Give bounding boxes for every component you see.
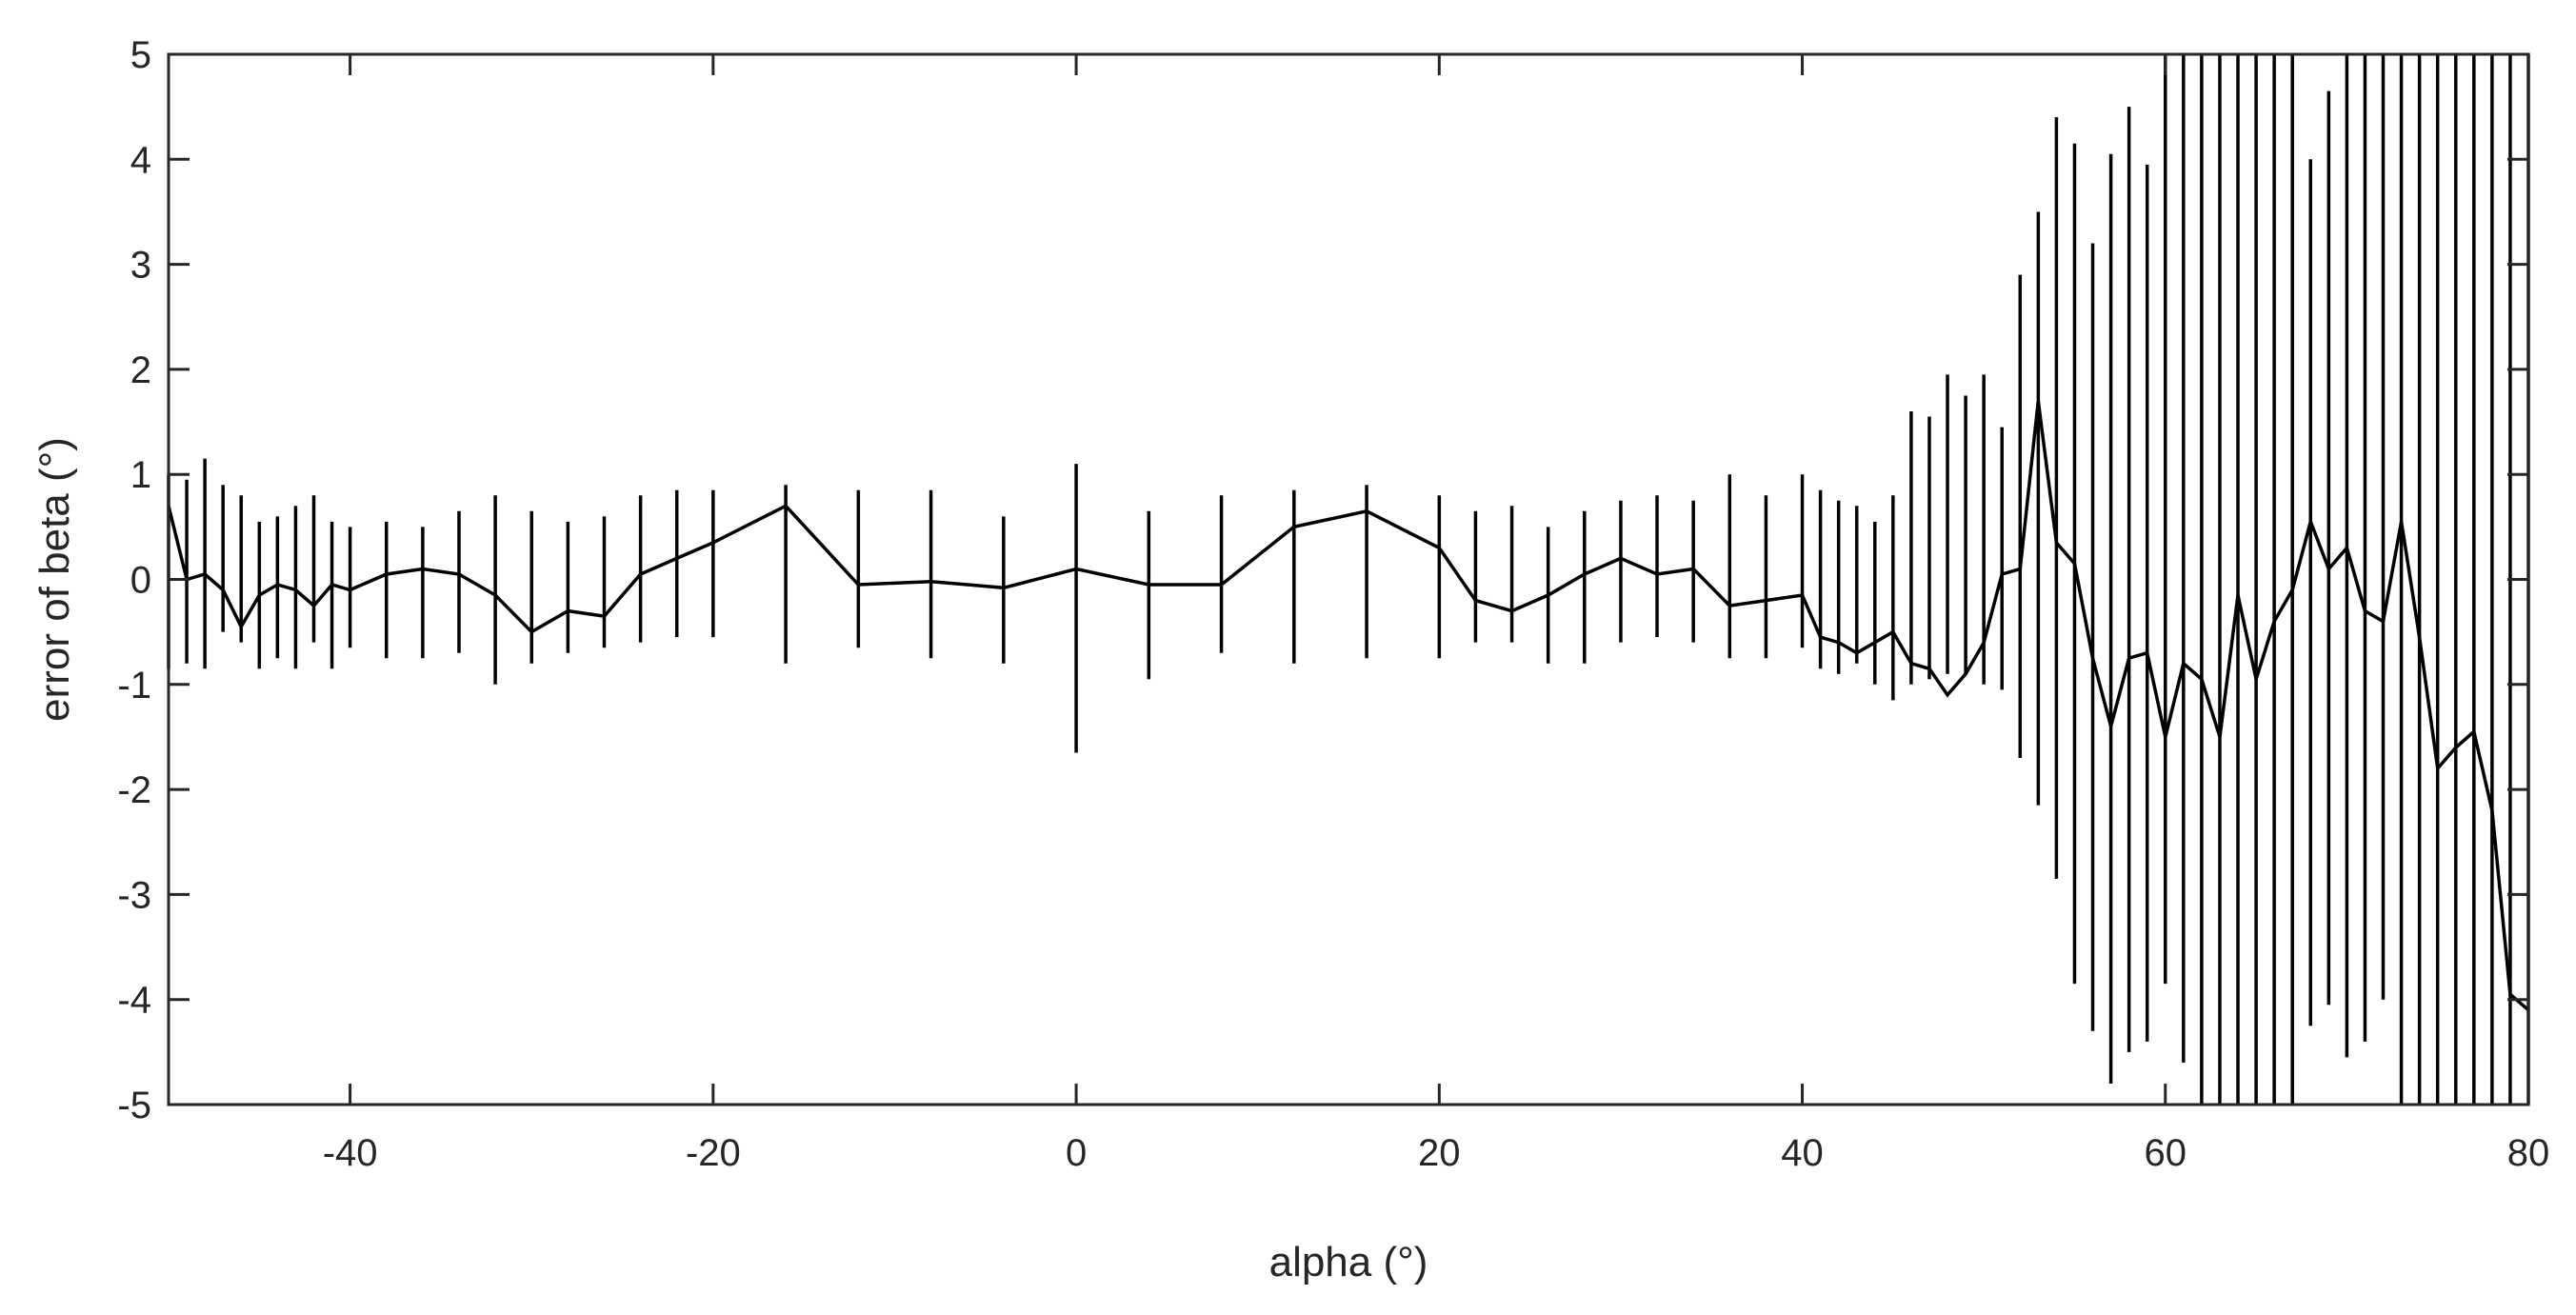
data-point (331, 584, 333, 586)
data-point (2473, 730, 2475, 732)
data-point (930, 581, 932, 583)
x-axis: -40 -20 0 20 40 60 80 (323, 54, 2550, 1174)
data-point (2055, 542, 2057, 544)
data-point (2219, 736, 2221, 738)
data-point (222, 589, 224, 591)
y-tick-label: -2 (117, 769, 151, 811)
y-tick-label: 4 (130, 139, 151, 181)
data-point (1874, 642, 1876, 644)
data-point (2309, 521, 2311, 523)
data-point (1620, 557, 1622, 559)
x-tick-label: 40 (1781, 1132, 1824, 1174)
data-point (603, 615, 605, 617)
data-point (458, 573, 460, 575)
data-point (1856, 652, 1858, 654)
y-axis-title: error of beta (°) (31, 437, 78, 722)
data-point (676, 557, 678, 559)
data-point (204, 573, 206, 575)
data-point (1765, 600, 1767, 602)
data-point (2019, 568, 2021, 569)
y-tick-label: -4 (117, 980, 151, 1022)
data-point (2128, 657, 2130, 659)
y-axis: 5 4 3 2 1 0 -1 -2 -3 -4 -5 (117, 34, 2528, 1126)
data-point (2165, 736, 2167, 738)
data-point (1820, 636, 1822, 638)
data-point (640, 573, 642, 575)
data-point (2073, 563, 2075, 565)
y-tick-label: -3 (117, 874, 151, 916)
data-point (2437, 767, 2439, 769)
data-point (1656, 573, 1658, 575)
data-point (2183, 663, 2185, 665)
data-point (1838, 642, 1840, 644)
data-point (1221, 584, 1223, 586)
x-tick-label: -40 (323, 1132, 378, 1174)
data-point (530, 631, 532, 633)
data-point (1366, 510, 1368, 512)
data-point (1692, 568, 1694, 569)
data-point (2255, 678, 2257, 680)
data-point (2273, 621, 2275, 623)
data-point (2037, 400, 2039, 402)
data-point (1584, 573, 1586, 575)
data-point (1910, 663, 1912, 665)
data-point (2110, 726, 2112, 727)
data-point (567, 610, 569, 612)
data-point (1983, 642, 1985, 644)
data-point (1511, 610, 1513, 612)
data-point (494, 594, 496, 596)
data-point (1965, 673, 1967, 675)
x-tick-label: 60 (2145, 1132, 2187, 1174)
y-tick-label: 3 (130, 245, 151, 287)
data-point (2092, 657, 2094, 659)
data-point (1293, 526, 1295, 528)
series-layer (167, 54, 2530, 1105)
data-point (1947, 694, 1948, 696)
x-tick-label: 20 (1418, 1132, 1461, 1174)
data-point (2491, 809, 2493, 811)
data-point (1474, 600, 1476, 602)
data-point (1148, 584, 1149, 586)
data-point (1075, 568, 1077, 569)
data-point (2201, 678, 2203, 680)
data-point (312, 605, 314, 607)
y-tick-label: 5 (130, 34, 151, 76)
data-point (1892, 631, 1894, 633)
y-tick-label: -5 (117, 1085, 151, 1126)
data-point (2383, 621, 2385, 623)
data-point (422, 568, 424, 569)
data-point (2364, 610, 2366, 612)
data-point (276, 584, 278, 586)
data-point (1802, 594, 1804, 596)
data-point (2237, 594, 2239, 596)
data-point (294, 589, 296, 591)
y-tick-label: 0 (130, 560, 151, 602)
data-point (2327, 568, 2329, 569)
data-point (1928, 667, 1930, 669)
data-point (2419, 636, 2421, 638)
data-point (2001, 573, 2003, 575)
data-point (857, 584, 859, 586)
x-tick-label: 80 (2507, 1132, 2550, 1174)
data-point (349, 589, 351, 591)
x-tick-label: -20 (686, 1132, 741, 1174)
data-point (2291, 589, 2293, 591)
data-point (240, 626, 242, 628)
data-point (785, 505, 787, 507)
data-point (258, 594, 260, 596)
y-tick-label: 2 (130, 349, 151, 391)
data-point (386, 573, 388, 575)
data-point (2509, 993, 2511, 995)
y-tick-label: -1 (117, 665, 151, 707)
y-tick-label: 1 (130, 454, 151, 496)
x-tick-label: 0 (1066, 1132, 1087, 1174)
data-point (1728, 605, 1730, 607)
x-axis-title: alpha (°) (1269, 1239, 1428, 1285)
data-point (712, 542, 714, 544)
data-point (2401, 521, 2403, 523)
